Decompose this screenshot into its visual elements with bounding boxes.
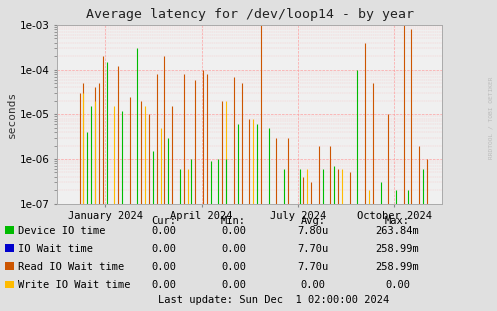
Text: RRDTOOL / TOBI OETIKER: RRDTOOL / TOBI OETIKER (489, 77, 494, 160)
Text: 0.00: 0.00 (152, 262, 176, 272)
Title: Average latency for /dev/loop14 - by year: Average latency for /dev/loop14 - by yea… (86, 8, 414, 21)
Text: 0.00: 0.00 (221, 280, 246, 290)
Text: 7.70u: 7.70u (298, 244, 329, 254)
Text: 0.00: 0.00 (385, 280, 410, 290)
Text: Avg:: Avg: (301, 216, 326, 226)
Text: Write IO Wait time: Write IO Wait time (18, 280, 130, 290)
Text: Last update: Sun Dec  1 02:00:00 2024: Last update: Sun Dec 1 02:00:00 2024 (158, 295, 389, 305)
Text: IO Wait time: IO Wait time (18, 244, 93, 254)
Text: 7.80u: 7.80u (298, 226, 329, 236)
Text: Device IO time: Device IO time (18, 226, 105, 236)
Text: 258.99m: 258.99m (376, 244, 419, 254)
Text: Max:: Max: (385, 216, 410, 226)
Text: 258.99m: 258.99m (376, 262, 419, 272)
Text: Min:: Min: (221, 216, 246, 226)
Text: 0.00: 0.00 (221, 226, 246, 236)
Text: Cur:: Cur: (152, 216, 176, 226)
Text: 0.00: 0.00 (152, 226, 176, 236)
Text: 0.00: 0.00 (152, 280, 176, 290)
Text: 0.00: 0.00 (301, 280, 326, 290)
Text: Read IO Wait time: Read IO Wait time (18, 262, 124, 272)
Text: 263.84m: 263.84m (376, 226, 419, 236)
Text: 7.70u: 7.70u (298, 262, 329, 272)
Text: 0.00: 0.00 (152, 244, 176, 254)
Y-axis label: seconds: seconds (7, 91, 17, 138)
Text: 0.00: 0.00 (221, 262, 246, 272)
Text: 0.00: 0.00 (221, 244, 246, 254)
